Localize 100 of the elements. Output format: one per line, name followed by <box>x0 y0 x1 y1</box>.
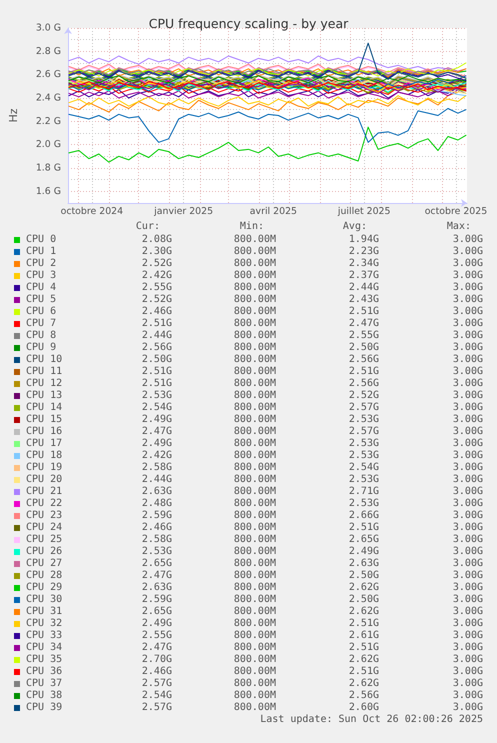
text: 3.00G <box>452 570 483 582</box>
text: 2.53G <box>348 414 379 426</box>
text: 2.57G <box>142 678 172 690</box>
text: 2.51G <box>348 618 379 630</box>
text: 2.57G <box>348 426 379 438</box>
text: 3.00G <box>452 546 483 558</box>
text: 2.49G <box>142 438 172 450</box>
legend-label: CPU 23 <box>26 510 62 522</box>
text: 2.48G <box>142 498 172 510</box>
text: 800.00M <box>234 498 276 510</box>
x-tick-label: avril 2025 <box>250 206 298 217</box>
text: 3.00G <box>452 534 483 546</box>
x-tick-label: janvier 2025 <box>153 206 214 217</box>
text: 800.00M <box>234 618 276 630</box>
text: 800.00M <box>234 522 276 534</box>
text: 2.47G <box>348 318 379 330</box>
text: 3.00G <box>452 270 483 282</box>
text: 3.00G <box>452 522 483 534</box>
text: 2.63G <box>348 558 379 570</box>
text: 2.47G <box>142 570 172 582</box>
text: 2.56G <box>142 342 172 354</box>
text: 2.60G <box>348 702 379 714</box>
text: 2.62G <box>348 678 379 690</box>
legend-label: CPU 32 <box>26 618 62 630</box>
text: 3.00G <box>452 282 483 294</box>
text: 2.51G <box>348 306 379 318</box>
text: 800.00M <box>234 666 276 678</box>
text: 2.56G <box>348 378 379 390</box>
text: 2.47G <box>142 642 172 654</box>
legend-label: CPU 6 <box>26 306 56 318</box>
legend-label: CPU 22 <box>26 498 62 510</box>
text: 800.00M <box>234 246 276 258</box>
text: 2.44G <box>142 330 172 342</box>
text: 2.56G <box>348 354 379 366</box>
text: 3.00G <box>452 414 483 426</box>
legend-label: CPU 5 <box>26 294 56 306</box>
text: 3.00G <box>452 642 483 654</box>
text: 800.00M <box>234 330 276 342</box>
text: 2.54G <box>348 462 379 474</box>
text: 3.00G <box>452 654 483 666</box>
text: 800.00M <box>234 558 276 570</box>
text: 800.00M <box>234 294 276 306</box>
text: 800.00M <box>234 318 276 330</box>
text: 2.30G <box>142 246 172 258</box>
legend-label: CPU 16 <box>26 426 62 438</box>
text: 2.65G <box>348 534 379 546</box>
legend-label: CPU 31 <box>26 606 62 618</box>
legend-label: CPU 35 <box>26 654 62 666</box>
legend-label: CPU 25 <box>26 534 62 546</box>
text: 3.00G <box>452 294 483 306</box>
legend-label: CPU 2 <box>26 258 56 270</box>
text: 2.52G <box>142 258 172 270</box>
legend-label: CPU 1 <box>26 246 56 258</box>
text: 2.53G <box>142 390 172 402</box>
text: 2.55G <box>142 282 172 294</box>
text: 800.00M <box>234 630 276 642</box>
text: 2.44G <box>142 474 172 486</box>
legend-label: CPU 38 <box>26 690 62 702</box>
legend-label: CPU 27 <box>26 558 62 570</box>
text: 2.08G <box>142 234 172 246</box>
text: 3.00G <box>452 558 483 570</box>
text: 2.51G <box>142 378 172 390</box>
x-tick-label: octobre 2025 <box>424 206 488 217</box>
text: 800.00M <box>234 390 276 402</box>
text: 2.34G <box>348 258 379 270</box>
text: 2.58G <box>142 534 172 546</box>
text: 2.62G <box>348 654 379 666</box>
legend-label: CPU 28 <box>26 570 62 582</box>
legend-label: CPU 30 <box>26 594 62 606</box>
text: 2.42G <box>142 270 172 282</box>
legend-label: CPU 29 <box>26 582 62 594</box>
text: 3.00G <box>452 690 483 702</box>
legend-label: CPU 9 <box>26 342 56 354</box>
text: 2.46G <box>142 306 172 318</box>
text: 2.46G <box>142 522 172 534</box>
text: 3.00G <box>452 486 483 498</box>
text: 2.42G <box>142 450 172 462</box>
text: 3.00G <box>452 378 483 390</box>
legend-label: CPU 21 <box>26 486 62 498</box>
text: Last update: Sun Oct 26 02:00:26 2025 <box>260 714 483 726</box>
y-tick-label: 2.8 G <box>36 46 61 57</box>
y-tick-label: 3.0 G <box>36 22 61 34</box>
text: 3.00G <box>452 366 483 378</box>
text: 800.00M <box>234 702 276 714</box>
text: 800.00M <box>234 270 276 282</box>
text: 800.00M <box>234 402 276 414</box>
legend-label: CPU 19 <box>26 462 62 474</box>
text: 2.54G <box>142 402 172 414</box>
text: 800.00M <box>234 282 276 294</box>
text: 3.00G <box>452 594 483 606</box>
text: 2.53G <box>348 438 379 450</box>
y-tick-label: 1.8 G <box>36 162 61 174</box>
text: 800.00M <box>234 582 276 594</box>
y-tick-label: 2.4 G <box>36 92 61 104</box>
text: 800.00M <box>234 306 276 318</box>
text: 3.00G <box>452 462 483 474</box>
text: 3.00G <box>452 354 483 366</box>
text: 2.47G <box>142 426 172 438</box>
legend-label: CPU 39 <box>26 702 62 714</box>
text: 2.59G <box>142 510 172 522</box>
